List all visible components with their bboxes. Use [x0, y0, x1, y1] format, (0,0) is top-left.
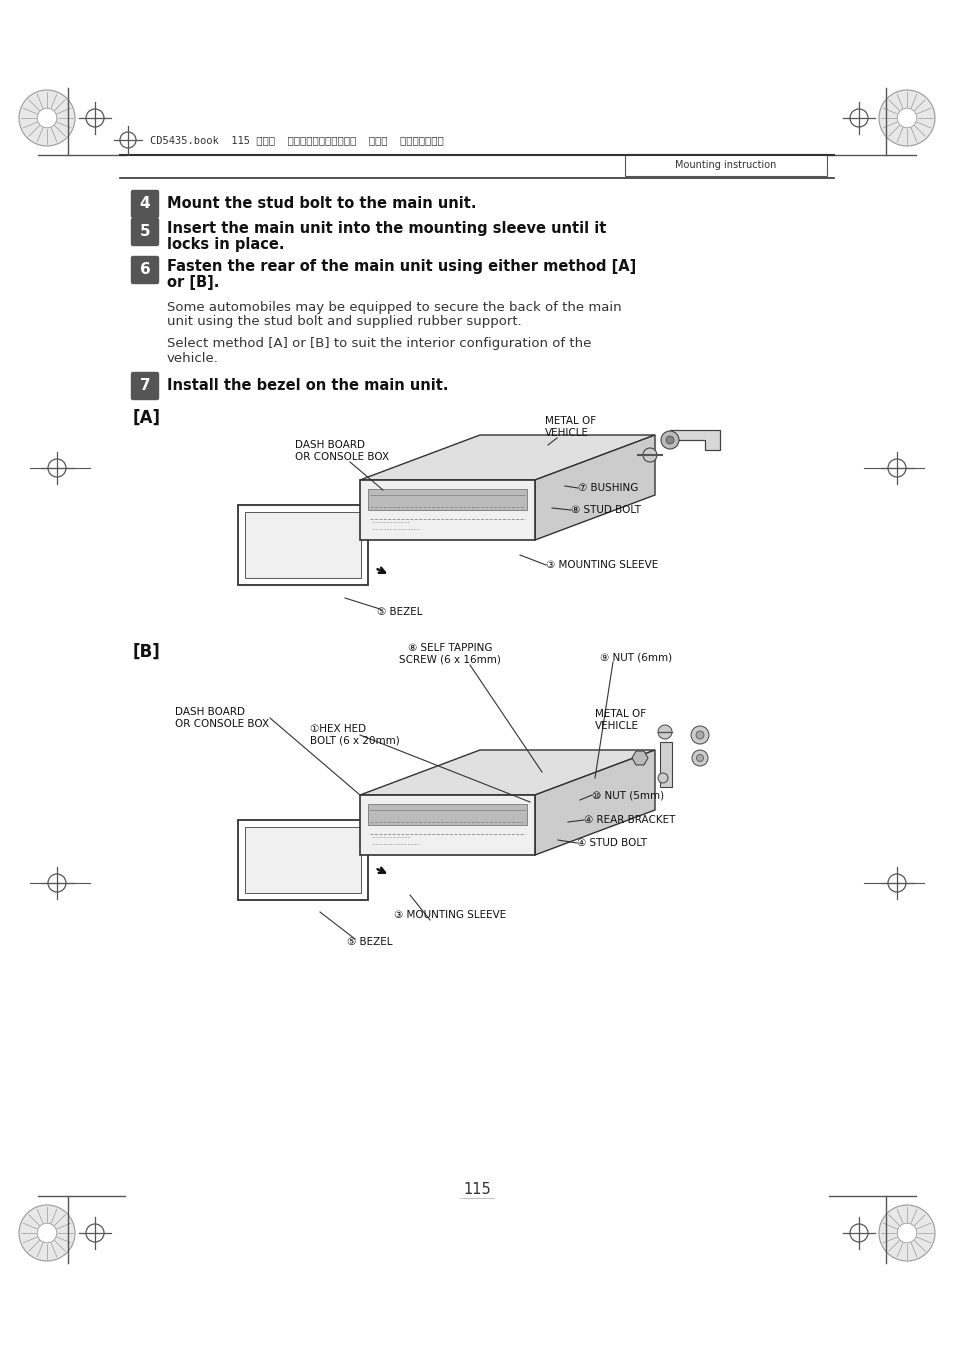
Circle shape	[878, 91, 934, 146]
Text: ⑤ BEZEL: ⑤ BEZEL	[376, 607, 422, 617]
FancyBboxPatch shape	[237, 505, 368, 585]
Text: ④ REAR BRACKET: ④ REAR BRACKET	[583, 815, 675, 825]
Text: or [B].: or [B].	[167, 274, 219, 289]
FancyBboxPatch shape	[132, 190, 158, 218]
FancyBboxPatch shape	[237, 820, 368, 900]
Text: ①HEX HED
BOLT (6 x 20mm): ①HEX HED BOLT (6 x 20mm)	[310, 724, 399, 746]
Polygon shape	[359, 435, 655, 480]
Circle shape	[642, 449, 657, 462]
Text: Insert the main unit into the mounting sleeve until it: Insert the main unit into the mounting s…	[167, 222, 606, 236]
Circle shape	[660, 431, 679, 449]
Text: vehicle.: vehicle.	[167, 351, 218, 365]
FancyBboxPatch shape	[624, 154, 826, 176]
Text: CD5435.book  115 ページ  ２００４年１２月１１日  土曜日  午後５時２９分: CD5435.book 115 ページ ２００４年１２月１１日 土曜日 午後５時…	[150, 135, 443, 145]
Text: ⑨ NUT (6mm): ⑨ NUT (6mm)	[599, 653, 672, 662]
Text: Fasten the rear of the main unit using either method [A]: Fasten the rear of the main unit using e…	[167, 259, 636, 274]
Text: [A]: [A]	[132, 409, 161, 427]
FancyBboxPatch shape	[659, 742, 671, 788]
FancyBboxPatch shape	[132, 219, 158, 246]
Text: ⑤ BEZEL: ⑤ BEZEL	[347, 938, 393, 947]
Polygon shape	[535, 435, 655, 540]
Circle shape	[37, 108, 57, 128]
Bar	[368, 489, 526, 509]
Circle shape	[658, 725, 671, 739]
Text: 6: 6	[139, 262, 151, 277]
Circle shape	[696, 731, 703, 739]
Polygon shape	[535, 750, 655, 855]
Bar	[368, 804, 526, 825]
Text: ⑧ SELF TAPPING
SCREW (6 x 16mm): ⑧ SELF TAPPING SCREW (6 x 16mm)	[398, 643, 500, 665]
Text: 4: 4	[139, 196, 151, 212]
FancyBboxPatch shape	[245, 512, 360, 578]
Text: Some automobiles may be equipped to secure the back of the main: Some automobiles may be equipped to secu…	[167, 301, 621, 315]
Text: Mount the stud bolt to the main unit.: Mount the stud bolt to the main unit.	[167, 196, 476, 212]
Text: ④ STUD BOLT: ④ STUD BOLT	[577, 838, 646, 848]
Circle shape	[896, 108, 916, 128]
FancyBboxPatch shape	[245, 827, 360, 893]
Polygon shape	[359, 480, 535, 540]
Text: ⑧ STUD BOLT: ⑧ STUD BOLT	[571, 505, 640, 515]
Circle shape	[19, 91, 75, 146]
Text: METAL OF
VEHICLE: METAL OF VEHICLE	[544, 416, 596, 438]
Circle shape	[665, 436, 673, 444]
Polygon shape	[669, 430, 720, 450]
Text: Mounting instruction: Mounting instruction	[675, 159, 776, 170]
Text: locks in place.: locks in place.	[167, 236, 284, 251]
FancyBboxPatch shape	[132, 373, 158, 400]
Text: ③ MOUNTING SLEEVE: ③ MOUNTING SLEEVE	[545, 561, 658, 570]
Text: DASH BOARD
OR CONSOLE BOX: DASH BOARD OR CONSOLE BOX	[174, 707, 269, 728]
Polygon shape	[631, 751, 647, 765]
Text: Install the bezel on the main unit.: Install the bezel on the main unit.	[167, 378, 448, 393]
Circle shape	[696, 754, 702, 762]
Circle shape	[658, 773, 667, 784]
Circle shape	[37, 1223, 57, 1243]
Circle shape	[19, 1205, 75, 1260]
Circle shape	[690, 725, 708, 744]
FancyBboxPatch shape	[132, 257, 158, 284]
Circle shape	[691, 750, 707, 766]
Text: ③ MOUNTING SLEEVE: ③ MOUNTING SLEEVE	[394, 911, 506, 920]
Polygon shape	[359, 794, 535, 855]
Text: METAL OF
VEHICLE: METAL OF VEHICLE	[595, 709, 645, 731]
Text: ⑩ NUT (5mm): ⑩ NUT (5mm)	[592, 790, 663, 800]
Text: 7: 7	[139, 378, 151, 393]
Polygon shape	[359, 750, 655, 794]
Text: 115: 115	[462, 1182, 491, 1197]
Text: 5: 5	[139, 224, 151, 239]
Text: unit using the stud bolt and supplied rubber support.: unit using the stud bolt and supplied ru…	[167, 316, 521, 328]
Text: Select method [A] or [B] to suit the interior configuration of the: Select method [A] or [B] to suit the int…	[167, 338, 591, 350]
Text: [B]: [B]	[132, 643, 161, 661]
Text: ⑦ BUSHING: ⑦ BUSHING	[578, 484, 638, 493]
Text: DASH BOARD
OR CONSOLE BOX: DASH BOARD OR CONSOLE BOX	[294, 440, 389, 462]
Circle shape	[896, 1223, 916, 1243]
Circle shape	[878, 1205, 934, 1260]
